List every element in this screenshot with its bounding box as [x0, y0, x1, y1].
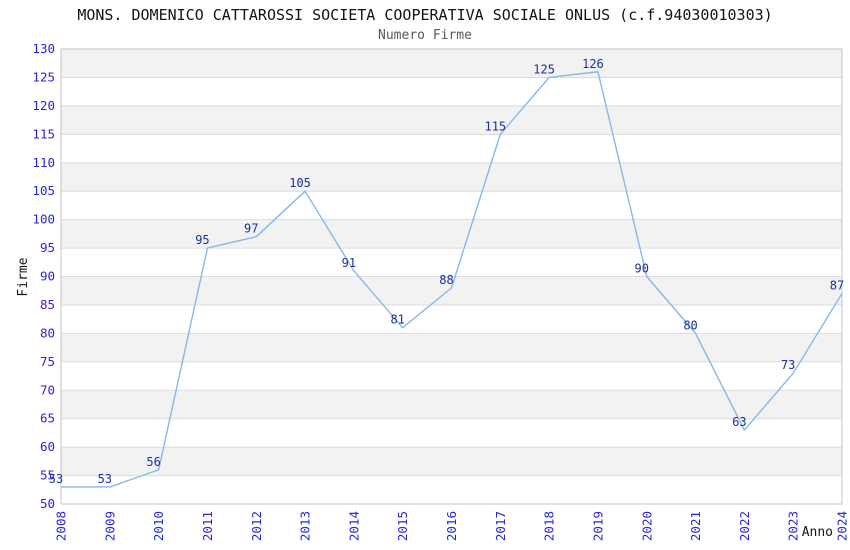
plot-layer: 50 55 60 65 70 75 80 85 90 95 100 105 110 115 120 125 13…: [32, 41, 849, 541]
point-value-label: 97: [244, 222, 258, 236]
grid-band: [61, 333, 842, 362]
x-tick-label: 2023: [786, 511, 801, 541]
y-tick-label: 120: [32, 98, 55, 113]
x-tick-label: 2024: [835, 511, 850, 541]
grid-band: [61, 447, 842, 476]
x-tick-label: 2018: [542, 511, 557, 541]
plot-border: [60, 48, 843, 505]
x-tick-label: 2016: [444, 511, 459, 541]
y-axis-title: Firme: [16, 257, 31, 296]
y-tick-label: 75: [40, 354, 55, 369]
point-value-label: 105: [289, 176, 311, 190]
y-tick-label: 65: [40, 411, 55, 426]
x-tick-label: 2013: [298, 511, 313, 541]
y-tick-label: 130: [32, 41, 55, 56]
y-tick-label: 85: [40, 297, 55, 312]
y-tick-label: 70: [40, 382, 55, 397]
x-tick-label: 2014: [346, 511, 361, 541]
grid-band: [61, 162, 842, 192]
x-tick-label: 2017: [493, 511, 508, 541]
y-tick-label: 60: [40, 439, 55, 454]
y-tick-label: 50: [40, 496, 55, 511]
y-tick-label: 100: [32, 212, 55, 227]
point-value-label: 95: [195, 233, 209, 247]
y-tick-label: 55: [40, 468, 55, 483]
point-value-label: 53: [98, 472, 112, 486]
x-tick-label: 2008: [54, 511, 69, 541]
x-tick-label: 2009: [102, 511, 117, 541]
y-tick-label: 110: [32, 155, 55, 170]
point-value-label: 87: [830, 279, 844, 293]
grid-band: [61, 105, 842, 135]
point-value-label: 115: [484, 119, 506, 133]
point-value-label: 125: [533, 62, 555, 76]
point-value-label: 73: [781, 358, 795, 372]
chart-title: MONS. DOMENICO CATTAROSSI SOCIETA COOPER…: [77, 6, 773, 24]
y-tick-label: 95: [40, 240, 55, 255]
point-value-label: 53: [49, 472, 63, 486]
x-tick-label: 2012: [249, 511, 264, 541]
point-value-label: 80: [683, 318, 697, 332]
y-tick-label: 115: [32, 126, 55, 141]
x-tick-label: 2010: [151, 511, 166, 541]
point-value-label: 88: [439, 273, 453, 287]
point-value-label: 91: [342, 256, 356, 270]
x-axis-title: Anno: [802, 525, 833, 540]
grid-band: [61, 276, 842, 305]
x-tick-label: 2021: [688, 511, 703, 541]
x-tick-label: 2011: [200, 511, 215, 541]
chart-subtitle: Numero Firme: [378, 28, 472, 43]
x-tick-label: 2020: [639, 511, 654, 541]
y-tick-label: 125: [32, 69, 55, 84]
point-value-label: 90: [635, 262, 649, 276]
series-line: [61, 71, 843, 488]
y-tick-label: 90: [40, 269, 55, 284]
x-tick-label: 2022: [737, 511, 752, 541]
point-value-label: 63: [732, 415, 746, 429]
grid-band: [61, 219, 842, 249]
y-tick-label: 80: [40, 325, 55, 340]
x-tick-label: 2015: [395, 511, 410, 541]
grid-band: [61, 390, 842, 419]
grid-band: [61, 49, 842, 78]
point-value-label: 126: [582, 57, 604, 71]
y-tick-label: 105: [32, 183, 55, 198]
point-value-label: 81: [390, 313, 404, 327]
point-value-label: 56: [146, 455, 160, 469]
x-tick-label: 2019: [590, 511, 605, 541]
